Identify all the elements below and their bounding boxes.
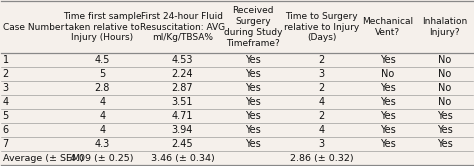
Text: 3.46 (± 0.34): 3.46 (± 0.34) — [151, 154, 214, 163]
Text: Average (± SEM): Average (± SEM) — [2, 154, 83, 163]
Text: Yes: Yes — [246, 69, 261, 79]
Text: First 24-hour Fluid
Resuscitation: AVG
ml/Kg/TBSA%: First 24-hour Fluid Resuscitation: AVG m… — [140, 12, 225, 42]
Text: 3: 3 — [2, 83, 9, 93]
Text: Yes: Yes — [380, 55, 396, 65]
Text: No: No — [438, 97, 451, 107]
Text: Yes: Yes — [437, 139, 452, 149]
Text: 5: 5 — [2, 111, 9, 121]
Text: 4: 4 — [319, 97, 325, 107]
Text: Yes: Yes — [380, 111, 396, 121]
Text: 2: 2 — [319, 111, 325, 121]
Text: 2.24: 2.24 — [172, 69, 193, 79]
Text: 4: 4 — [99, 125, 105, 135]
Text: 4: 4 — [319, 125, 325, 135]
Text: Yes: Yes — [246, 139, 261, 149]
Text: Yes: Yes — [246, 97, 261, 107]
Text: 2.87: 2.87 — [172, 83, 193, 93]
Text: Yes: Yes — [246, 83, 261, 93]
Text: 2.86 (± 0.32): 2.86 (± 0.32) — [290, 154, 354, 163]
Text: No: No — [438, 55, 451, 65]
Text: 4: 4 — [99, 111, 105, 121]
Text: Yes: Yes — [437, 111, 452, 121]
Text: Yes: Yes — [380, 139, 396, 149]
Text: 1: 1 — [2, 55, 9, 65]
Text: No: No — [381, 69, 394, 79]
Text: 3: 3 — [319, 139, 325, 149]
Text: 4: 4 — [2, 97, 9, 107]
Text: Inhalation
Injury?: Inhalation Injury? — [422, 17, 467, 37]
Text: Yes: Yes — [246, 55, 261, 65]
Text: 3.94: 3.94 — [172, 125, 193, 135]
Text: 2: 2 — [319, 83, 325, 93]
Text: Mechanical
Vent?: Mechanical Vent? — [362, 17, 413, 37]
Text: 4: 4 — [99, 97, 105, 107]
Text: Yes: Yes — [380, 125, 396, 135]
Text: Yes: Yes — [246, 111, 261, 121]
Text: 7: 7 — [2, 139, 9, 149]
Text: Yes: Yes — [380, 97, 396, 107]
Text: 2.8: 2.8 — [94, 83, 110, 93]
Text: 4.09 (± 0.25): 4.09 (± 0.25) — [71, 154, 134, 163]
Text: 4.5: 4.5 — [94, 55, 110, 65]
Text: 2: 2 — [319, 55, 325, 65]
Text: 5: 5 — [99, 69, 105, 79]
Text: Time to Surgery
relative to Injury
(Days): Time to Surgery relative to Injury (Days… — [284, 12, 359, 42]
Text: 4.53: 4.53 — [172, 55, 193, 65]
Text: 2.45: 2.45 — [172, 139, 193, 149]
Text: 6: 6 — [2, 125, 9, 135]
Text: No: No — [438, 69, 451, 79]
Text: Yes: Yes — [246, 125, 261, 135]
Text: Yes: Yes — [380, 83, 396, 93]
Text: No: No — [438, 83, 451, 93]
Text: Case Number: Case Number — [2, 23, 64, 32]
Text: Time first sample
taken relative to
Injury (Hours): Time first sample taken relative to Inju… — [63, 12, 142, 42]
Text: 3.51: 3.51 — [172, 97, 193, 107]
Text: 2: 2 — [2, 69, 9, 79]
Text: 3: 3 — [319, 69, 325, 79]
Text: 4.71: 4.71 — [172, 111, 193, 121]
Text: Received
Surgery
during Study
Timeframe?: Received Surgery during Study Timeframe? — [224, 6, 283, 48]
Text: Yes: Yes — [437, 125, 452, 135]
Text: 4.3: 4.3 — [94, 139, 110, 149]
